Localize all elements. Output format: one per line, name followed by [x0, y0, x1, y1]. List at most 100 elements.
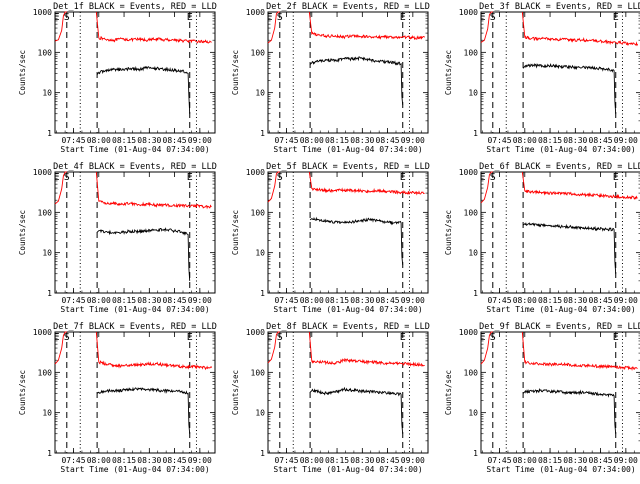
series-events — [309, 386, 404, 434]
marker-s: S — [277, 332, 283, 343]
y-axis-label: Counts/sec — [231, 370, 240, 415]
y-tick-label: 1000 — [246, 328, 265, 337]
x-tick-label: 07:45 — [487, 136, 511, 145]
series-events — [309, 216, 404, 265]
x-tick-label: 09:00 — [188, 136, 212, 145]
marker-e: E — [54, 332, 60, 343]
x-axis-label: Start Time (01-Aug-04 07:34:00) — [273, 465, 422, 474]
y-tick-label: 10 — [42, 89, 52, 98]
x-tick-label: 08:30 — [350, 296, 374, 305]
x-axis-label: Start Time (01-Aug-04 07:34:00) — [486, 305, 635, 314]
x-tick-label: 08:00 — [300, 296, 324, 305]
marker-e: E — [400, 332, 406, 343]
plot-frame — [480, 171, 640, 294]
x-tick-label: 08:30 — [350, 456, 374, 465]
x-tick-label: 08:45 — [376, 456, 400, 465]
panel-6: Det_6f BLACK = Events, RED = LLD 1 10 100 10… — [444, 162, 640, 314]
y-tick-label: 1000 — [33, 168, 52, 177]
y-tick-label: 10 — [468, 89, 478, 98]
plot-frame — [267, 11, 429, 134]
plot-frame — [267, 331, 429, 454]
x-tick-label: 09:00 — [614, 296, 638, 305]
x-axis-label: Start Time (01-Aug-04 07:34:00) — [273, 145, 422, 154]
x-tick-label: 09:00 — [401, 456, 425, 465]
marker-s: S — [64, 332, 70, 343]
x-tick-label: 09:00 — [188, 296, 212, 305]
x-tick-label: 07:45 — [274, 296, 298, 305]
x-tick-label: 08:30 — [137, 136, 161, 145]
x-tick-label: 08:15 — [538, 456, 562, 465]
plot-frame — [54, 331, 216, 454]
x-tick-label: 07:45 — [274, 456, 298, 465]
y-axis-label: Counts/sec — [18, 50, 27, 95]
panel-title: Det_3f BLACK = Events, RED = LLD — [479, 2, 640, 12]
x-tick-label: 08:45 — [589, 136, 613, 145]
x-tick-label: 08:00 — [300, 456, 324, 465]
x-tick-label: 07:45 — [274, 136, 298, 145]
marker-e: E — [54, 172, 60, 183]
panel-7: Det_7f BLACK = Events, RED = LLD 1 10 100 10… — [18, 322, 217, 474]
series-lld — [480, 331, 638, 372]
marker-e: E — [187, 12, 193, 23]
marker-e: E — [267, 12, 273, 23]
panel-title: Det_4f BLACK = Events, RED = LLD — [53, 162, 217, 172]
panel-5: Det_5f BLACK = Events, RED = LLD 1 10 100 10… — [231, 162, 430, 314]
series-events — [309, 56, 404, 105]
marker-s: S — [64, 172, 70, 183]
y-tick-label: 100 — [38, 48, 53, 57]
x-tick-label: 08:30 — [563, 136, 587, 145]
y-tick-label: 100 — [464, 48, 479, 57]
series-lld — [54, 171, 212, 210]
plot-frame — [480, 331, 640, 454]
x-tick-label: 08:30 — [350, 136, 374, 145]
x-tick-label: 08:45 — [589, 456, 613, 465]
x-tick-label: 08:00 — [513, 456, 537, 465]
x-tick-label: 08:15 — [112, 296, 136, 305]
x-tick-label: 08:45 — [376, 136, 400, 145]
series-events — [96, 65, 191, 114]
x-tick-label: 08:00 — [513, 136, 537, 145]
x-tick-label: 07:45 — [487, 296, 511, 305]
panel-title: Det_5f BLACK = Events, RED = LLD — [266, 162, 430, 172]
marker-e: E — [613, 332, 619, 343]
y-tick-label: 100 — [38, 208, 53, 217]
x-tick-label: 09:00 — [188, 456, 212, 465]
y-tick-label: 1 — [473, 129, 478, 138]
x-tick-label: 08:30 — [137, 296, 161, 305]
y-tick-label: 10 — [255, 409, 265, 418]
x-tick-label: 07:45 — [61, 456, 85, 465]
y-axis-label: Counts/sec — [444, 50, 453, 95]
series-events — [522, 222, 617, 274]
panel-title: Det_9f BLACK = Events, RED = LLD — [479, 322, 640, 332]
x-tick-label: 07:45 — [487, 456, 511, 465]
y-axis-label: Counts/sec — [231, 210, 240, 255]
y-tick-label: 1000 — [246, 168, 265, 177]
y-tick-label: 100 — [251, 48, 266, 57]
series-lld — [267, 171, 425, 203]
x-axis-label: Start Time (01-Aug-04 07:34:00) — [60, 145, 209, 154]
plot-frame — [54, 11, 216, 134]
x-tick-label: 07:45 — [61, 136, 85, 145]
series-lld — [267, 11, 425, 44]
x-tick-label: 08:30 — [563, 456, 587, 465]
y-tick-label: 10 — [42, 249, 52, 258]
x-axis-label: Start Time (01-Aug-04 07:34:00) — [486, 145, 635, 154]
marker-e: E — [187, 332, 193, 343]
series-events — [96, 386, 191, 434]
series-lld — [54, 331, 213, 371]
series-lld — [267, 331, 425, 368]
x-tick-label: 08:15 — [538, 296, 562, 305]
panel-2: Det_2f BLACK = Events, RED = LLD 1 10 100 10… — [231, 2, 430, 154]
x-tick-label: 08:30 — [563, 296, 587, 305]
series-lld — [54, 11, 212, 44]
marker-e: E — [480, 172, 486, 183]
y-tick-label: 10 — [468, 409, 478, 418]
x-tick-label: 09:00 — [401, 136, 425, 145]
marker-e: E — [400, 12, 406, 23]
y-tick-label: 1000 — [246, 8, 265, 17]
y-tick-label: 1000 — [33, 8, 52, 17]
y-axis-label: Counts/sec — [444, 210, 453, 255]
marker-s: S — [490, 172, 496, 183]
y-tick-label: 1 — [47, 129, 52, 138]
